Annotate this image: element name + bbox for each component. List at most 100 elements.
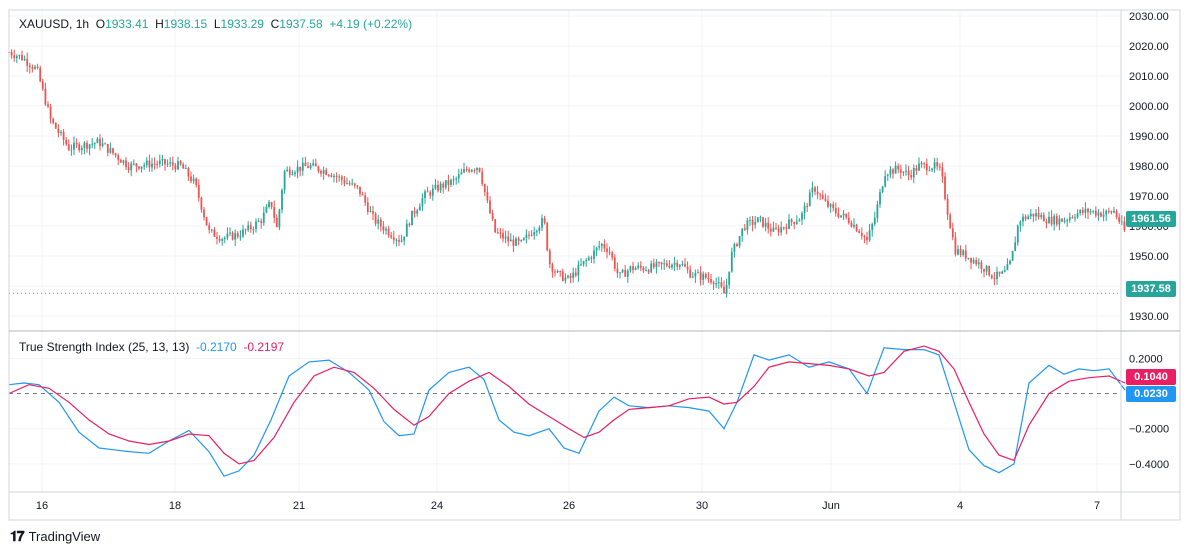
candle-body [855, 224, 858, 232]
candle-body [1074, 217, 1076, 219]
candle-body [1120, 221, 1123, 223]
candle-body [257, 220, 260, 222]
candle-body [424, 191, 426, 199]
candle-body [226, 233, 229, 238]
candle-body [1035, 213, 1037, 217]
candle-body [486, 192, 489, 201]
x-tick-label: 4 [957, 500, 963, 512]
candle-body [522, 238, 525, 240]
candle-body [642, 267, 645, 271]
candle-body [665, 263, 668, 266]
candle-body [294, 172, 296, 174]
candle-body [668, 265, 671, 268]
candle-body [806, 205, 809, 207]
candle-body [860, 232, 863, 237]
candle-body [49, 106, 52, 119]
candle-body [954, 237, 957, 255]
candle-body [171, 162, 174, 166]
candle-body [673, 262, 676, 265]
price-pane[interactable] [8, 48, 1126, 298]
candle-body [216, 236, 218, 239]
candle-body [502, 232, 504, 239]
candle-body [36, 66, 39, 68]
candle-body [637, 265, 640, 269]
candle-body [39, 67, 42, 82]
candle-body [31, 67, 34, 69]
tsi-y-tick-label: −0.2000 [1129, 424, 1169, 436]
candle-body [938, 166, 941, 168]
candle-body [99, 138, 101, 146]
candle-body [190, 176, 192, 182]
candle-body [450, 179, 452, 185]
candle-body [1001, 271, 1004, 274]
tradingview-brand[interactable]: 𝟏𝟕 TradingView [10, 528, 100, 545]
candle-body [281, 190, 283, 210]
candle-body [717, 282, 720, 284]
candle-body [569, 275, 572, 278]
candle-body [374, 213, 377, 224]
candle-body [468, 169, 471, 172]
candle-body [223, 237, 226, 240]
candle-body [182, 164, 185, 169]
candle-body [106, 143, 109, 153]
candle-body [842, 213, 845, 216]
candle-body [463, 169, 465, 173]
candle-body [18, 55, 21, 57]
candle-body [556, 270, 559, 273]
candle-body [273, 207, 276, 218]
candle-body [782, 227, 785, 229]
candle-body [26, 58, 29, 66]
candle-body [75, 142, 78, 145]
candle-body [398, 239, 400, 242]
candle-body [543, 218, 546, 223]
candle-body [366, 202, 369, 212]
candle-body [538, 227, 541, 231]
candle-body [889, 169, 892, 175]
candle-body [148, 160, 151, 168]
candle-body [645, 270, 647, 272]
candle-body [504, 236, 507, 239]
candle-body [231, 232, 234, 240]
candle-body [1014, 242, 1017, 252]
candle-body [535, 230, 538, 233]
candle-body [343, 179, 346, 184]
candle-body [275, 217, 278, 228]
candle-body [195, 178, 198, 186]
candle-body [444, 180, 447, 188]
candle-body [1081, 210, 1084, 213]
candle-body [1118, 217, 1121, 222]
candle-body [421, 198, 424, 207]
candle-body [777, 228, 780, 233]
candle-body [442, 183, 445, 188]
candle-body [738, 236, 741, 247]
candle-body [616, 268, 619, 273]
candle-body [868, 230, 871, 241]
candle-body [119, 159, 122, 163]
candle-body [528, 234, 530, 236]
x-tick-label: 18 [169, 500, 181, 512]
candle-body [1037, 213, 1040, 218]
candle-body [320, 171, 322, 174]
candle-body [145, 160, 148, 166]
x-tick-label: 16 [36, 500, 48, 512]
candle-body [767, 222, 770, 229]
tsi-y-tick-label: 0.2000 [1129, 353, 1163, 365]
candle-body [1032, 213, 1035, 217]
candle-body [847, 217, 850, 223]
candle-body [876, 204, 879, 218]
candle-body [411, 210, 413, 226]
candle-body [28, 65, 31, 68]
tsi-line-signal [8, 345, 1126, 465]
candle-body [1053, 216, 1056, 225]
high-value: 1938.15 [163, 17, 208, 31]
candle-body [871, 224, 874, 231]
close-value: 1937.58 [279, 17, 323, 31]
candle-body [496, 232, 499, 234]
tsi-pane[interactable] [8, 345, 1126, 477]
tsi-value: -0.2170 [196, 340, 237, 354]
candle-body [1027, 216, 1030, 220]
candle-body [1058, 218, 1061, 225]
candle-body [208, 225, 211, 230]
candle-body [359, 186, 361, 194]
candle-body [902, 171, 905, 173]
